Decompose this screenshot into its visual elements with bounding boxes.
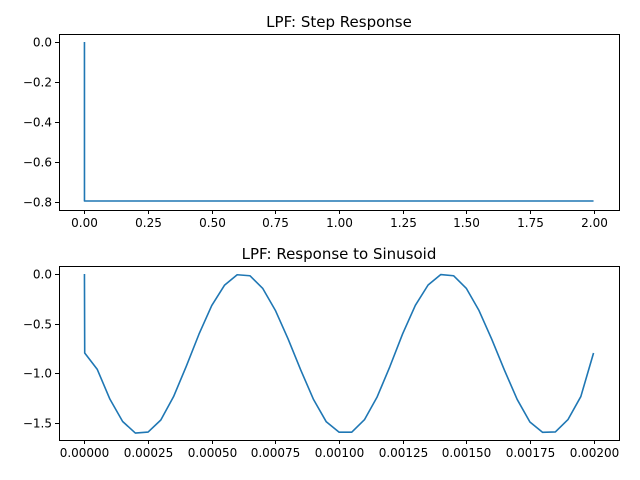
step-response-x-tick-label: 1.75 [517, 216, 544, 230]
step-response-title: LPF: Step Response [266, 13, 412, 31]
step-response-x-tick-label: 0.75 [262, 216, 289, 230]
step-response-x-tick-label: 1.00 [326, 216, 353, 230]
sinusoid-response-x-tick-label: 0.00100 [315, 446, 365, 460]
step-response-x-tick-label: 1.25 [390, 216, 417, 230]
step-response-line [83, 41, 594, 202]
step-response-axes-frame [59, 34, 620, 211]
step-response-x-tick-label: 0.25 [135, 216, 162, 230]
sinusoid-response-y-tick-label: −0.5 [23, 318, 52, 332]
step-response-x-tick-label: 0.00 [71, 216, 98, 230]
sinusoid-response-x-tick-label: 0.00150 [442, 446, 492, 460]
sinusoid-response-y-tick-label: −1.5 [23, 417, 52, 431]
step-response-y-tick-label: −0.4 [23, 116, 52, 130]
step-response-x-tick-label: 2.00 [581, 216, 608, 230]
sinusoid-response-x-tick-label: 0.00200 [570, 446, 620, 460]
step-response-y-tick-label: −0.8 [23, 196, 52, 210]
sinusoid-response-subplot: LPF: Response to Sinusoid 0.00000 0.00025… [23, 245, 620, 460]
step-response-series [83, 41, 594, 202]
step-response-y-tick-label: 0.0 [33, 36, 52, 50]
sinusoid-response-ticks: 0.00000 0.00025 0.00050 0.00075 0.00100 0.001… [23, 268, 619, 461]
sinusoid-response-x-tick-label: 0.00000 [60, 446, 110, 460]
sinusoid-response-y-tick-label: −1.0 [23, 367, 52, 381]
sinusoid-response-x-tick-label: 0.00175 [506, 446, 556, 460]
sinusoid-response-axes-frame [59, 266, 620, 441]
sinusoid-response-title: LPF: Response to Sinusoid [242, 245, 437, 263]
sinusoid-response-x-tick-label: 0.00075 [251, 446, 301, 460]
step-response-x-tick-label: 0.50 [199, 216, 226, 230]
sinusoid-response-series [83, 273, 595, 434]
step-response-subplot: LPF: Step Response 0.00 0.25 0.50 0.75 1.00 1… [23, 13, 620, 230]
step-response-ticks: 0.00 0.25 0.50 0.75 1.00 1.25 1.50 1.75 2.00 0.0 −… [23, 36, 608, 231]
sinusoid-response-x-tick-label: 0.00125 [379, 446, 429, 460]
step-response-x-tick-label: 1.50 [453, 216, 480, 230]
step-response-y-tick-label: −0.6 [23, 156, 52, 170]
step-response-y-tick-label: −0.2 [23, 76, 52, 90]
sinusoid-response-x-tick-label: 0.00050 [188, 446, 238, 460]
sinusoid-response-y-tick-label: 0.0 [33, 268, 52, 282]
sinusoid-response-x-tick-label: 0.00025 [124, 446, 174, 460]
sinusoid-response-line [83, 273, 595, 434]
